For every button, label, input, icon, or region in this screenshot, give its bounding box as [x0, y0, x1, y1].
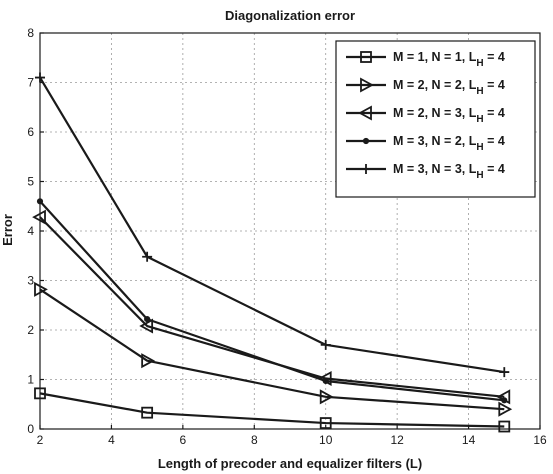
legend-label: M = 3, N = 3, LH = 4 [393, 162, 505, 181]
data-point-marker [319, 417, 332, 429]
plot-frame [39, 32, 541, 430]
series-3 [32, 209, 511, 405]
x-tick-label: 10 [319, 433, 333, 447]
data-point-marker [142, 251, 153, 262]
legend-label-suffix: = 4 [484, 162, 505, 176]
legend-label-suffix: = 4 [484, 78, 505, 92]
chart-title: Diagonalization error [225, 8, 355, 23]
x-tick-label: 12 [390, 433, 404, 447]
y-tick-label: 2 [27, 323, 34, 337]
legend-entry: M = 2, N = 2, LH = 4 [346, 77, 505, 97]
x-tick-label: 14 [462, 433, 476, 447]
y-tick-label: 6 [27, 125, 34, 139]
y-tick-label: 0 [27, 422, 34, 436]
legend-label: M = 2, N = 3, LH = 4 [393, 106, 505, 125]
legend-marker [362, 137, 370, 145]
data-point-marker [501, 397, 508, 404]
legend-label: M = 3, N = 2, LH = 4 [393, 134, 505, 153]
y-axis-label: Error [0, 214, 15, 246]
data-point-marker [498, 420, 511, 433]
series-4 [36, 198, 508, 404]
legend-marker [360, 77, 374, 93]
data-point-marker [499, 367, 510, 378]
legend-label-suffix: = 4 [484, 134, 505, 148]
y-tick-label: 7 [27, 76, 34, 90]
legend-marker [361, 164, 371, 174]
series-1 [34, 387, 511, 433]
legend-label-suffix: = 4 [484, 50, 505, 64]
data-point-marker [141, 353, 156, 369]
series-2 [34, 281, 513, 417]
legend-label-subscript: H [476, 114, 483, 125]
legend-entry: M = 2, N = 3, LH = 4 [346, 105, 505, 125]
x-tick-label: 8 [251, 433, 258, 447]
y-tick-label: 1 [27, 373, 34, 387]
x-axis-label: Length of precoder and equalizer filters… [158, 456, 422, 471]
legend-marker [358, 105, 372, 121]
data-point-marker [139, 318, 154, 334]
data-point-marker [320, 339, 331, 350]
series-line [39, 392, 505, 428]
data-point-marker [322, 377, 329, 385]
legend-label: M = 1, N = 1, LH = 4 [393, 50, 505, 69]
data-point-marker [141, 406, 154, 419]
data-point-marker [144, 316, 151, 323]
series-line [39, 216, 505, 398]
y-tick-label: 8 [27, 26, 34, 40]
legend-label-main: M = 2, N = 3, L [393, 106, 477, 120]
legend-label-main: M = 3, N = 2, L [393, 134, 477, 148]
series-line [39, 200, 505, 402]
legend-label-subscript: H [476, 170, 483, 181]
legend-label-main: M = 1, N = 1, L [393, 50, 477, 64]
legend-entry: M = 3, N = 3, LH = 4 [346, 162, 505, 181]
legend-entry: M = 3, N = 2, LH = 4 [346, 134, 505, 153]
series-line [39, 288, 505, 411]
y-tick-label: 4 [27, 224, 34, 238]
data-point-marker [319, 389, 334, 405]
legend-label: M = 2, N = 2, LH = 4 [393, 78, 505, 97]
legend-label-subscript: H [476, 142, 483, 153]
data-point-marker [498, 401, 513, 417]
legend-label-main: M = 3, N = 3, L [393, 162, 477, 176]
y-tick-label: 5 [27, 175, 34, 189]
x-tick-label: 2 [37, 433, 44, 447]
legend-entry: M = 1, N = 1, LH = 4 [346, 50, 505, 69]
legend-label-subscript: H [476, 86, 483, 97]
x-tick-label: 6 [180, 433, 187, 447]
legend-label-suffix: = 4 [484, 106, 505, 120]
legend-label-main: M = 2, N = 2, L [393, 78, 477, 92]
x-tick-label: 16 [533, 433, 547, 447]
legend-marker [360, 51, 372, 63]
legend-label-subscript: H [476, 58, 483, 69]
legend: M = 1, N = 1, LH = 4M = 2, N = 2, LH = 4… [335, 40, 536, 198]
y-tick-label: 3 [27, 274, 34, 288]
series-line [39, 76, 505, 374]
x-tick-label: 4 [108, 433, 115, 447]
